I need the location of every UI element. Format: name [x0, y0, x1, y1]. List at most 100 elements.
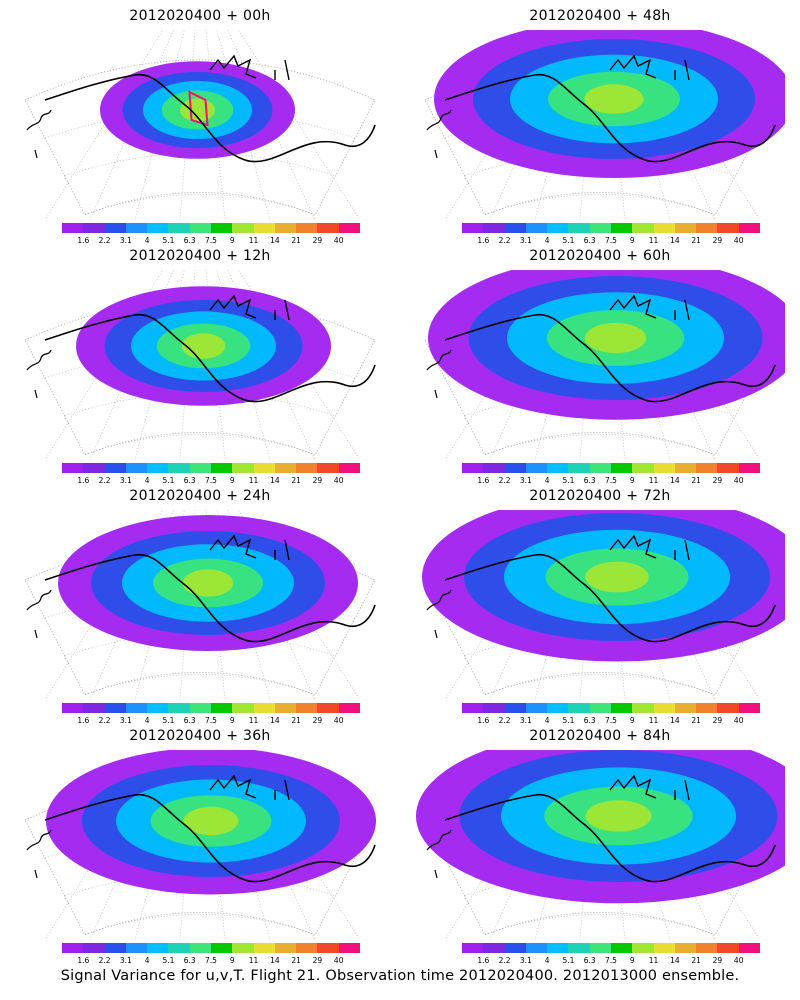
colorbar-tick-label: 29	[712, 476, 723, 485]
variance-contour	[181, 333, 226, 359]
colorbar-tick-label: 5.1	[562, 716, 575, 725]
colorbar-segment	[674, 463, 697, 473]
colorbar-tick-label: 2.2	[98, 236, 111, 245]
coastline	[44, 553, 376, 643]
map-panel: 2012020400 + 36h 1.6 2.2 3.1 4 5.1 6.3 7.5 9 11 14…	[0, 720, 400, 965]
parallel-line	[84, 674, 316, 695]
colorbar-tick-label: 40	[733, 236, 744, 245]
colorbar-segment	[483, 703, 505, 713]
colorbar-segment	[189, 463, 211, 473]
map-panel: 2012020400 + 60h 1.6 2.2 3.1 4 5.1 6.3 7.5 9 11 14…	[400, 240, 800, 485]
colorbar-segment	[462, 223, 484, 233]
colorbar-tick-label: 1.6	[77, 476, 90, 485]
colorbar-tick-label: 11	[648, 476, 659, 485]
colorbar-segment	[62, 703, 84, 713]
variance-contour	[584, 84, 644, 114]
colorbar-labels: 1.6 2.2 3.1 4 5.1 6.3 7.5 9 11 14 21 29 40	[62, 956, 360, 966]
colorbar-segment	[253, 943, 275, 953]
colorbar-segment	[62, 463, 84, 473]
polar-stereographic-map	[24, 270, 376, 460]
map-panel: 2012020400 + 12h 1.6 2.2 3.1 4 5.1 6.3 7.5 9 11 14…	[0, 240, 400, 485]
colorbar-segment	[83, 223, 105, 233]
colorbar-tick-label: 7.5	[605, 716, 617, 725]
colorbar-segment	[696, 223, 718, 233]
colorbar-tick-label: 4	[144, 716, 150, 725]
parallel-line	[84, 194, 316, 215]
polar-stereographic-map	[422, 510, 785, 700]
variance-contour	[183, 806, 239, 836]
colorbar-segment	[189, 943, 211, 953]
colorbar-segment	[674, 943, 697, 953]
colorbar-tick-label: 1.6	[477, 716, 490, 725]
panel-title: 2012020400 + 00h	[129, 8, 271, 24]
colorbar-segment	[504, 703, 526, 713]
coastline	[444, 73, 776, 163]
colorbar-tick-label: 5.1	[562, 476, 575, 485]
colorbar-tick-label: 7.5	[205, 956, 217, 965]
colorbar	[462, 943, 760, 953]
coastline-west	[426, 589, 452, 639]
colorbar-segment	[232, 463, 254, 473]
colorbar-segment	[738, 703, 760, 713]
colorbar-tick-label: 9	[229, 956, 235, 965]
colorbar-tick-label: 14	[270, 716, 280, 725]
colorbar-tick-label: 11	[248, 716, 259, 725]
colorbar-segment	[168, 463, 190, 473]
colorbar-segment	[525, 943, 548, 953]
arctic-islands	[209, 534, 290, 561]
colorbar-tick-label: 4	[544, 956, 550, 965]
map-panel: 2012020400 + 72h 1.6 2.2 3.1 4 5.1 6.3 7.5 9 11 14…	[400, 480, 800, 725]
colorbar-tick-label: 9	[229, 236, 235, 245]
colorbar-tick-label: 9	[629, 956, 635, 965]
colorbar-segment	[738, 943, 760, 953]
colorbar-tick-label: 21	[291, 236, 301, 245]
colorbar-tick-label: 4	[544, 716, 550, 725]
colorbar-tick-label: 21	[691, 956, 701, 965]
colorbar-segment	[104, 703, 126, 713]
colorbar-segment	[632, 223, 654, 233]
colorbar-segment	[296, 223, 318, 233]
colorbar-segment	[210, 463, 233, 473]
colorbar-segment	[338, 463, 360, 473]
colorbar-tick-label: 21	[691, 476, 701, 485]
colorbar-tick-label: 6.3	[183, 956, 196, 965]
colorbar-tick-label: 5.1	[162, 236, 175, 245]
colorbar-segment	[547, 943, 569, 953]
colorbar-tick-label: 21	[691, 716, 701, 725]
map-panel: 2012020400 + 48h 1.6 2.2 3.1 4 5.1 6.3 7.5 9 11 14…	[400, 0, 800, 245]
colorbar-tick-label: 2.2	[98, 476, 111, 485]
colorbar-segment	[296, 703, 318, 713]
colorbar-segment	[568, 463, 590, 473]
colorbar-segment	[610, 223, 633, 233]
colorbar-segment	[125, 223, 148, 233]
colorbar-tick-label: 3.1	[519, 956, 532, 965]
colorbar-tick-label: 29	[312, 476, 323, 485]
arctic-islands	[209, 54, 290, 81]
colorbar-segment	[104, 463, 126, 473]
colorbar-tick-label: 9	[629, 476, 635, 485]
colorbar-tick-label: 40	[333, 716, 344, 725]
colorbar-segment	[168, 943, 190, 953]
colorbar-tick-label: 6.3	[183, 716, 196, 725]
colorbar-segment	[504, 463, 526, 473]
colorbar-tick-label: 1.6	[477, 956, 490, 965]
colorbar-tick-label: 5.1	[162, 476, 175, 485]
colorbar	[462, 703, 760, 713]
coastline	[444, 793, 776, 883]
colorbar-segment	[253, 463, 275, 473]
colorbar-segment	[504, 943, 526, 953]
colorbar-tick-label: 14	[270, 476, 280, 485]
coastline	[44, 793, 376, 883]
colorbar-segment	[610, 943, 633, 953]
colorbar-tick-label: 14	[670, 236, 680, 245]
colorbar-tick-label: 29	[312, 236, 323, 245]
colorbar-segment	[104, 943, 126, 953]
colorbar-tick-label: 29	[312, 716, 323, 725]
colorbar-tick-label: 5.1	[162, 956, 175, 965]
colorbar-tick-label: 3.1	[119, 236, 132, 245]
colorbar-segment	[317, 943, 339, 953]
colorbar-tick-label: 3.1	[519, 716, 532, 725]
colorbar-segment	[653, 223, 675, 233]
colorbar-tick-label: 2.2	[98, 716, 111, 725]
figure-caption: Signal Variance for u,v,T. Flight 21. Ob…	[60, 968, 740, 984]
